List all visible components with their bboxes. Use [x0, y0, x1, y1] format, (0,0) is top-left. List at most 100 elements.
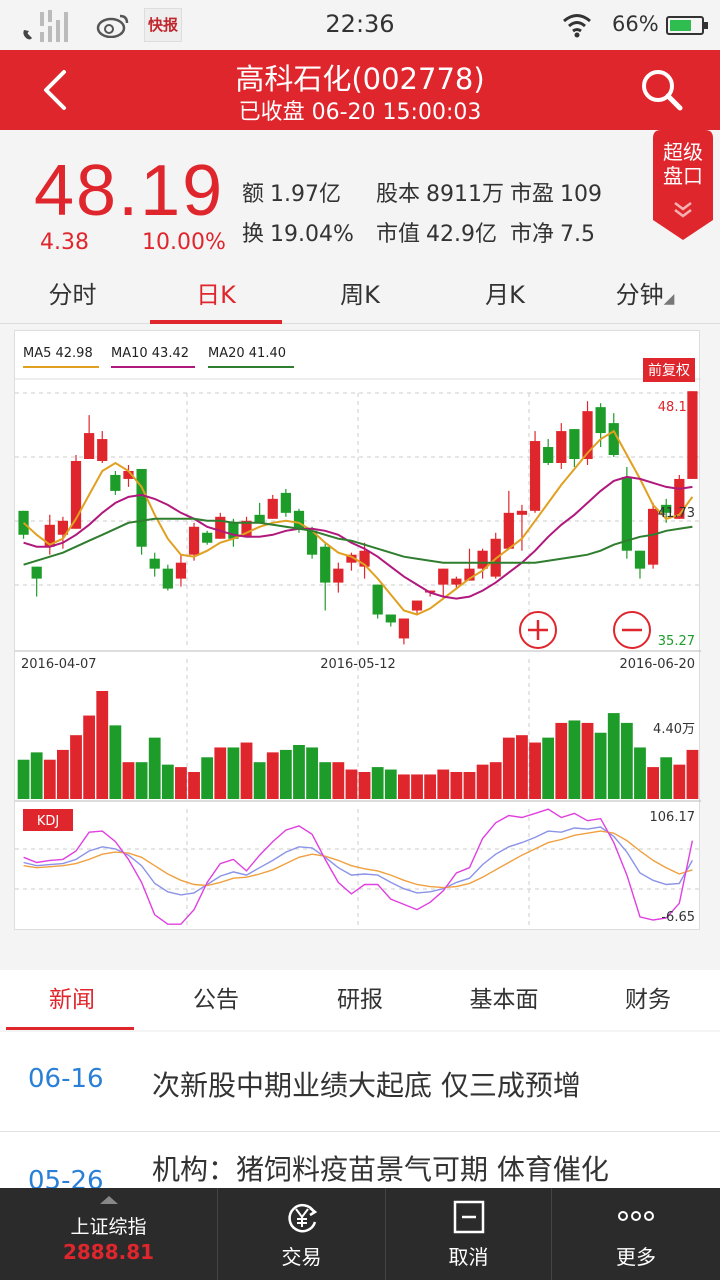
candle-body [110, 474, 121, 491]
volume-bar [516, 735, 528, 799]
volume-bar [175, 767, 187, 799]
active-news-tab-underline [6, 1027, 134, 1030]
yen-cycle-icon [287, 1203, 317, 1233]
metric-value: 42.9亿 [426, 222, 498, 247]
volume-bar [70, 735, 82, 799]
candle-body [188, 526, 200, 555]
candle-body [569, 429, 580, 459]
cancel-button[interactable]: 取消 [386, 1188, 552, 1280]
more-dots-icon [618, 1211, 654, 1221]
tab-monthly-k[interactable]: 月K [485, 281, 525, 309]
back-icon[interactable] [36, 68, 76, 112]
candle-body [333, 568, 344, 583]
candle-body [215, 516, 226, 539]
zoom-out-icon[interactable] [613, 611, 651, 649]
weibo-icon [96, 14, 129, 38]
price-mid-label: 41.73 [658, 506, 695, 521]
super-button-label: 超级 盘口 [653, 140, 713, 188]
volume-bar [253, 762, 266, 799]
volume-bar [148, 737, 161, 799]
news-tab-news[interactable]: 新闻 [0, 970, 144, 1030]
volume-bar [345, 769, 358, 799]
candle-body [398, 618, 410, 639]
super-button-line-2: 盘口 [663, 164, 703, 188]
volume-bar [424, 774, 437, 799]
volume-bar [398, 774, 410, 799]
volume-bar [293, 745, 305, 799]
candle-body [359, 550, 370, 567]
tab-daily-k[interactable]: 日K [150, 266, 282, 324]
kline-chart[interactable]: MA5 42.98 MA10 43.42 MA20 41.40 前复权 KDJ 48.… [14, 330, 701, 930]
volume-bar [240, 742, 253, 799]
trade-button[interactable]: 交易 [218, 1188, 386, 1280]
news-tab-research[interactable]: 研报 [337, 987, 383, 1013]
news-item[interactable]: 06-16 次新股中期业绩大起底 仅三成预增 [0, 1032, 720, 1132]
super-button-shape [653, 130, 713, 240]
volume-bar [568, 720, 581, 799]
volume-bar [306, 747, 318, 799]
metric-turnover-rate: 换 19.04% [242, 216, 354, 248]
volume-bar [358, 772, 371, 799]
candle-body [608, 423, 619, 456]
volume-bar [581, 722, 594, 799]
index-value: 2888.81 [62, 1240, 155, 1264]
search-icon[interactable] [638, 66, 686, 114]
candle-body [228, 522, 239, 539]
tab-minute[interactable]: 分钟◢ [585, 266, 705, 324]
volume-bar [542, 737, 555, 799]
volume-bar [529, 742, 541, 799]
volume-bar [122, 762, 135, 799]
more-button[interactable]: 更多 [552, 1188, 720, 1280]
volume-bar [43, 759, 56, 799]
volume-bar [30, 752, 43, 799]
zoom-in-icon[interactable] [519, 611, 557, 649]
news-tab-announcements[interactable]: 公告 [193, 987, 239, 1013]
volume-bar [489, 762, 502, 799]
news-tab-financials[interactable]: 财务 [625, 987, 671, 1013]
super-button-line-1: 超级 [663, 140, 703, 164]
candle-body [267, 498, 278, 519]
candle-body [136, 468, 147, 547]
kline-chart-svg: MA5 42.98 MA10 43.42 MA20 41.40 前复权 KDJ 48.… [15, 346, 701, 927]
super-orderbook-button[interactable]: 超级 盘口 [653, 130, 713, 240]
zoom-controls [519, 611, 651, 649]
volume-bar [135, 762, 148, 799]
candle-body [438, 568, 449, 585]
index-ticker-button[interactable]: 上证综指 2888.81 [0, 1188, 218, 1280]
volume-bar [214, 747, 227, 799]
trade-label: 交易 [281, 1245, 322, 1269]
kdj-badge [23, 809, 73, 831]
candle-body [503, 512, 514, 549]
ma20-line [23, 517, 693, 566]
candle-body [529, 441, 541, 511]
volume-bars [17, 691, 699, 799]
volume-bar [109, 725, 122, 799]
chart-labels: 48.11 41.73 35.27 2016-04-07 2016-05-12 2016-… [21, 400, 695, 925]
candle-body [477, 550, 488, 569]
expand-caret-icon [99, 1196, 118, 1204]
news-tabs: 新闻 公告 研报 基本面 财务 [0, 970, 720, 1030]
battery-percent: 66% [612, 12, 659, 36]
candle-body [346, 554, 357, 563]
metric-label: 股本 [376, 182, 421, 207]
metric-value: 8911万 [426, 182, 505, 207]
kdj-d-line [23, 830, 693, 889]
candle-body [687, 391, 698, 479]
tab-weekly-k[interactable]: 周K [340, 281, 380, 309]
candle-body [306, 530, 318, 555]
volume-bar [686, 749, 699, 799]
clock: 22:36 [325, 10, 395, 38]
metric-value: 7.5 [560, 222, 596, 247]
candle-body [647, 508, 659, 565]
volume-bar [384, 769, 397, 799]
date-label-mid: 2016-05-12 [320, 657, 396, 672]
tab-intraday[interactable]: 分时 [48, 281, 97, 309]
candle-body [97, 439, 108, 461]
cancel-label: 取消 [448, 1245, 489, 1269]
tab-daily-k-label: 日K [196, 281, 236, 309]
candle-body [595, 407, 606, 434]
volume-bar [57, 749, 69, 799]
news-tab-fundamentals[interactable]: 基本面 [469, 987, 539, 1013]
volume-bar [476, 764, 489, 799]
